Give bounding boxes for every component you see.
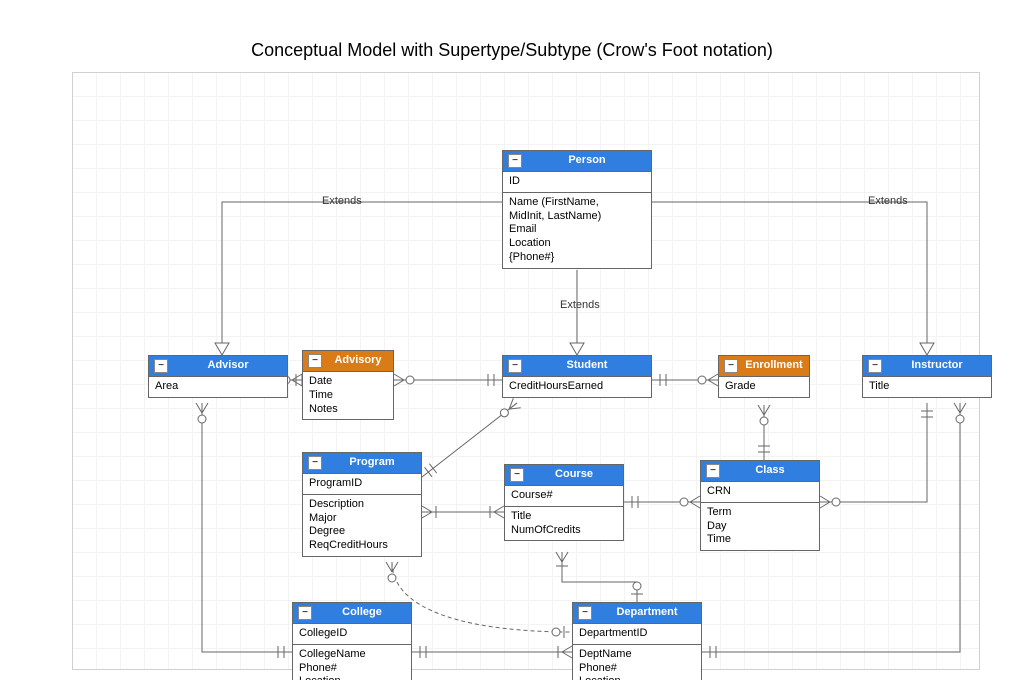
entity-attrs: CollegeName Phone# Location [293,645,411,680]
entity-enrollment[interactable]: −Enrollment Grade [718,355,810,398]
entity-pk: ID [503,172,651,193]
entity-course[interactable]: −Course Course#Title NumOfCredits [504,464,624,541]
entity-title: Course [530,468,618,482]
entity-pk: DepartmentID [573,624,701,645]
entity-title: Class [726,464,814,478]
entity-attrs: Term Day Time [701,503,819,550]
collapse-icon[interactable]: − [578,606,592,620]
entity-instructor[interactable]: −Instructor Title [862,355,992,398]
collapse-icon[interactable]: − [308,354,322,368]
entity-attrs: Area [149,377,287,397]
collapse-icon[interactable]: − [298,606,312,620]
diagram-title: Conceptual Model with Supertype/Subtype … [0,40,1024,61]
entity-college[interactable]: −College CollegeIDCollegeName Phone# Loca… [292,602,412,680]
entity-title: Instructor [888,359,986,373]
entity-title: Department [598,606,696,620]
entity-title: Advisory [328,354,388,368]
entity-advisory[interactable]: −Advisory Date Time Notes [302,350,394,420]
collapse-icon[interactable]: − [510,468,524,482]
edge-label-ext_left: Extends [322,195,362,207]
entity-title: Program [328,456,416,470]
entity-attrs: Description Major Degree ReqCreditHours [303,495,421,556]
entity-attrs: CreditHoursEarned [503,377,651,397]
collapse-icon[interactable]: − [724,359,738,373]
entity-title: College [318,606,406,620]
entity-title: Advisor [174,359,282,373]
entity-title: Person [528,154,646,168]
entity-pk: CRN [701,482,819,503]
edge-label-ext_right: Extends [868,195,908,207]
entity-student[interactable]: −Student CreditHoursEarned [502,355,652,398]
entity-title: Student [528,359,646,373]
entity-attrs: Grade [719,377,809,397]
collapse-icon[interactable]: − [508,154,522,168]
entity-title: Enrollment [744,359,804,373]
entity-advisor[interactable]: −Advisor Area [148,355,288,398]
collapse-icon[interactable]: − [154,359,168,373]
entity-person[interactable]: −Person IDName (FirstName, MidInit, LastN… [502,150,652,269]
entity-attrs: Title [863,377,991,397]
entity-attrs: DeptName Phone# Location [573,645,701,680]
collapse-icon[interactable]: − [508,359,522,373]
entity-program[interactable]: −Program ProgramIDDescription Major Degre… [302,452,422,557]
entity-pk: Course# [505,486,623,507]
entity-attrs: Name (FirstName, MidInit, LastName) Emai… [503,193,651,268]
collapse-icon[interactable]: − [308,456,322,470]
entity-department[interactable]: −Department DepartmentIDDeptName Phone# L… [572,602,702,680]
entity-clazz[interactable]: −Class CRNTerm Day Time [700,460,820,551]
entity-pk: CollegeID [293,624,411,645]
entity-attrs: Date Time Notes [303,372,393,419]
collapse-icon[interactable]: − [868,359,882,373]
collapse-icon[interactable]: − [706,464,720,478]
entity-pk: ProgramID [303,474,421,495]
entity-attrs: Title NumOfCredits [505,507,623,541]
edge-label-ext_mid: Extends [560,299,600,311]
